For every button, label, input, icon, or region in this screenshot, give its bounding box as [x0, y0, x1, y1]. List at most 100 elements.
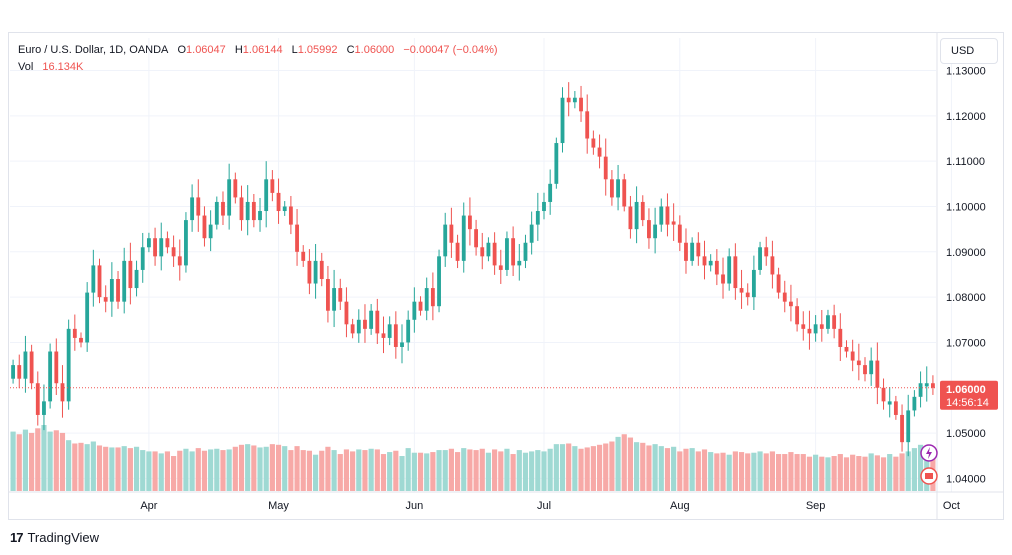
volume-bar [689, 448, 695, 491]
candle-body [819, 324, 824, 329]
candle-body [863, 365, 867, 375]
candle-body [116, 279, 120, 302]
volume-bar [603, 443, 609, 491]
volume-bar [189, 451, 195, 491]
volume-bar [306, 450, 312, 491]
candle-body [690, 242, 695, 261]
volume-bar [343, 449, 350, 491]
candle-body [609, 179, 614, 198]
candle-body [103, 297, 108, 302]
volume-bar [763, 453, 769, 491]
candle-body [326, 279, 330, 311]
volume-bar [658, 446, 664, 491]
candle-body [467, 215, 472, 230]
volume-bar [516, 450, 522, 491]
volume-bar [806, 456, 813, 491]
branding[interactable]: 17 TradingView [10, 528, 99, 546]
volume-bar [535, 450, 541, 491]
volume-bar [411, 452, 417, 491]
volume-bar [16, 434, 22, 491]
volume-bar [109, 447, 115, 491]
volume-bar [214, 448, 220, 491]
volume-bar [72, 443, 78, 491]
symbol-title[interactable]: Euro / U.S. Dollar, 1D, OANDA [18, 44, 169, 56]
volume-bar [547, 448, 553, 491]
candle-body [184, 220, 188, 266]
candle-body [764, 247, 769, 257]
volume-bar [868, 453, 874, 491]
volume-bar [127, 448, 133, 491]
volume-bar [269, 444, 275, 491]
candle-body [653, 224, 658, 239]
volume-bar [356, 449, 362, 491]
volume-bar [714, 453, 720, 491]
chart-frame [8, 32, 1004, 520]
candle-body [684, 242, 688, 261]
candle-body [430, 288, 435, 307]
volume-bar [387, 452, 393, 491]
currency-button[interactable]: USD [940, 38, 998, 64]
candle-body [770, 256, 775, 275]
volume-bar [492, 449, 498, 491]
x-tick-label: Aug [670, 500, 690, 512]
volume-bar [90, 441, 96, 491]
candle-body [276, 192, 281, 212]
countdown-value: 14:56:14 [946, 397, 989, 409]
volume-bar [448, 448, 454, 491]
volume-bar [275, 444, 282, 491]
close-value: 1.06000 [354, 44, 395, 56]
volume-bar [10, 431, 16, 491]
candle-body [782, 292, 787, 302]
volume-bar [208, 449, 214, 491]
volume-bar [917, 444, 924, 491]
volume-bar [899, 453, 905, 491]
candle-body [23, 351, 28, 379]
volume-bar [775, 454, 782, 491]
volume-bar [288, 450, 294, 491]
candle-body [739, 288, 744, 293]
candle-body [492, 242, 497, 266]
candle-body [60, 383, 65, 402]
volume-label: Vol [18, 61, 34, 73]
branding-name: TradingView [27, 529, 100, 545]
candle-body [844, 346, 849, 352]
candle-body [789, 301, 793, 307]
candle-body [560, 97, 565, 144]
candle-body [288, 206, 293, 225]
volume-bar [769, 451, 775, 491]
volume-bar [800, 454, 806, 491]
candle-body [523, 242, 528, 261]
volume-bar [393, 450, 399, 491]
volume-bar [708, 452, 714, 491]
volume-bar [590, 446, 596, 491]
candle-body [72, 328, 77, 338]
volume-bar [177, 450, 183, 491]
candle-body [930, 383, 935, 388]
candle-body [591, 138, 596, 148]
last-price-label-bg [940, 380, 998, 410]
candle-body [535, 211, 540, 225]
candle-body [671, 221, 676, 225]
candle-body [900, 414, 904, 443]
candle-body [177, 256, 182, 266]
candle-body [208, 224, 213, 239]
candle-body [548, 183, 553, 202]
y-tick-label: 1.13000 [946, 66, 986, 78]
volume-bar [529, 451, 535, 491]
x-tick-label: Oct [943, 500, 960, 512]
candle-body [542, 201, 546, 212]
candle-body [153, 238, 157, 257]
volume-bar [566, 443, 572, 491]
volume-bar [850, 454, 856, 491]
candle-body [597, 147, 602, 157]
candle-body [708, 260, 713, 266]
candle-body [832, 315, 837, 329]
candle-body [776, 274, 781, 293]
volume-bar [84, 444, 90, 491]
volume-bar [96, 445, 103, 491]
candle-body [233, 179, 238, 198]
candle-body [498, 265, 503, 270]
candle-body [529, 224, 534, 243]
